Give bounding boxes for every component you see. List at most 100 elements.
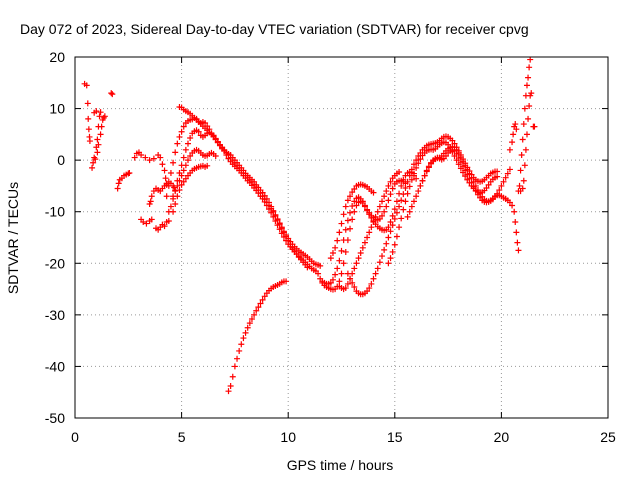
data-point — [370, 219, 377, 226]
data-point — [182, 175, 189, 182]
series-arc-07 — [138, 216, 155, 227]
y-tick-label: 0 — [57, 152, 65, 168]
data-point — [349, 203, 356, 210]
x-tick-label: 25 — [600, 429, 616, 445]
data-point — [385, 224, 392, 231]
data-point — [108, 90, 115, 97]
data-point — [84, 100, 91, 107]
data-point — [385, 182, 392, 189]
data-point — [381, 193, 388, 200]
data-point — [176, 133, 183, 140]
data-point — [251, 311, 258, 318]
data-point — [361, 202, 368, 209]
axis-ticks — [74, 56, 609, 419]
data-point — [212, 153, 219, 160]
data-point — [195, 128, 202, 135]
series-arc-25 — [506, 121, 520, 153]
data-point — [387, 255, 394, 262]
y-tick-label: -30 — [45, 307, 65, 323]
data-point — [234, 355, 241, 362]
data-point — [97, 109, 104, 116]
data-point — [338, 247, 345, 254]
data-point — [396, 224, 403, 231]
data-point — [379, 212, 386, 219]
data-point — [383, 240, 390, 247]
data-point — [368, 224, 375, 231]
data-point — [515, 247, 522, 254]
data-point — [500, 178, 507, 185]
data-point — [276, 221, 283, 228]
data-point — [293, 251, 300, 258]
data-point — [159, 161, 166, 168]
data-point — [161, 223, 168, 230]
data-point — [400, 206, 407, 213]
data-point — [355, 255, 362, 262]
data-point — [406, 183, 413, 190]
data-point — [184, 140, 191, 147]
data-point — [280, 229, 287, 236]
data-point — [83, 82, 90, 89]
data-point — [366, 285, 373, 292]
chart-title: Day 072 of 2023, Sidereal Day-to-day VTE… — [20, 21, 529, 37]
data-point — [361, 239, 368, 246]
data-point — [421, 172, 428, 179]
data-point — [165, 217, 172, 224]
data-point — [406, 208, 413, 215]
x-tick-label: 5 — [178, 429, 186, 445]
data-point — [415, 188, 422, 195]
data-point — [304, 264, 311, 271]
data-point — [525, 115, 532, 122]
data-point — [387, 178, 394, 185]
data-point — [291, 247, 298, 254]
data-point — [340, 260, 347, 267]
data-point — [94, 149, 101, 156]
series-arc-26 — [515, 56, 534, 195]
data-point — [172, 188, 179, 195]
series-arc-08 — [146, 178, 178, 207]
data-point — [182, 146, 189, 153]
data-point — [389, 222, 396, 229]
data-point — [131, 154, 138, 161]
data-point — [526, 64, 533, 71]
data-point — [347, 209, 354, 216]
data-point — [387, 228, 394, 235]
data-point — [147, 198, 154, 205]
data-point — [94, 136, 101, 143]
data-points — [81, 56, 538, 395]
data-point — [150, 155, 157, 162]
data-point — [143, 220, 150, 227]
data-point — [342, 248, 349, 255]
data-point — [506, 199, 513, 206]
data-point — [455, 155, 462, 162]
data-point — [161, 167, 168, 174]
data-point — [344, 270, 351, 277]
data-point — [327, 255, 334, 262]
data-point — [379, 253, 386, 260]
data-point — [238, 341, 245, 348]
data-point — [167, 170, 174, 177]
data-point — [347, 225, 354, 232]
data-point — [97, 131, 104, 138]
data-point — [285, 237, 292, 244]
data-point — [509, 202, 516, 209]
data-point — [92, 156, 99, 163]
series-arc-24 — [502, 195, 522, 254]
data-point — [180, 154, 187, 161]
data-point — [336, 278, 343, 285]
data-point — [398, 197, 405, 204]
data-point — [157, 154, 164, 161]
data-point — [86, 138, 93, 145]
data-point — [376, 203, 383, 210]
data-point — [413, 164, 420, 171]
data-point — [509, 139, 516, 146]
y-tick-label: -40 — [45, 358, 65, 374]
data-point — [402, 184, 409, 191]
data-point — [464, 171, 471, 178]
data-point — [259, 193, 266, 200]
data-point — [270, 208, 277, 215]
data-point — [522, 146, 529, 153]
data-point — [516, 182, 523, 189]
data-point — [383, 203, 390, 210]
data-point — [340, 211, 347, 218]
data-point — [485, 181, 492, 188]
